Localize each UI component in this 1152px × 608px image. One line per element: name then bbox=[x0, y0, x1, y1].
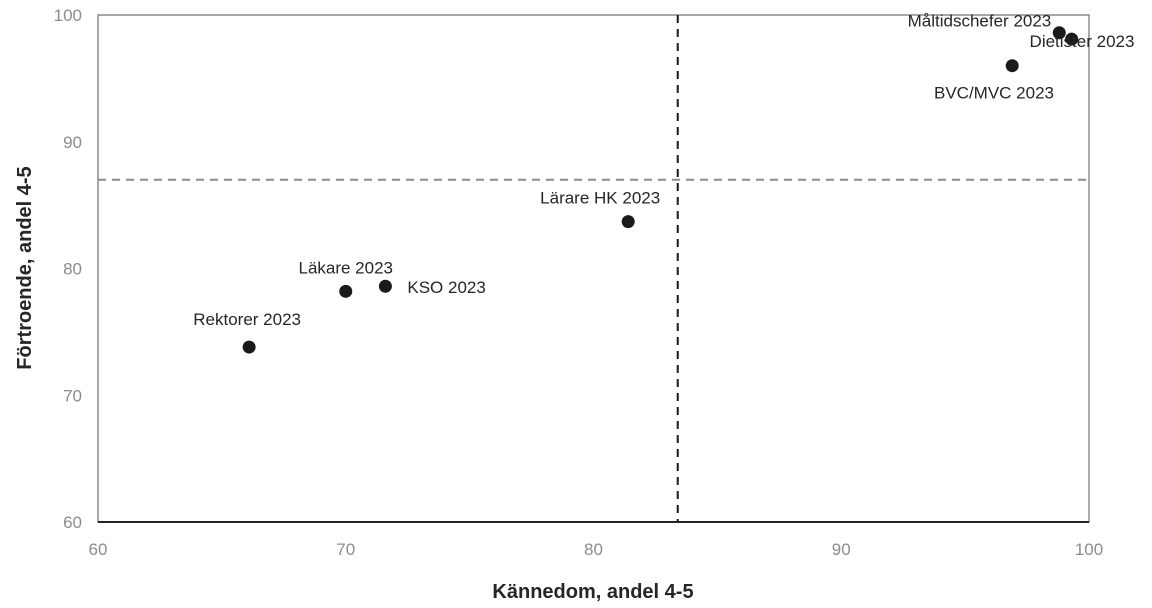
x-tick-label: 60 bbox=[89, 540, 108, 559]
data-point bbox=[1065, 32, 1079, 46]
x-tick-labels: 60 70 80 90 100 bbox=[89, 540, 1104, 559]
data-points bbox=[242, 26, 1079, 354]
y-tick-label: 100 bbox=[54, 6, 82, 25]
y-tick-label: 70 bbox=[63, 386, 82, 405]
data-point bbox=[621, 215, 635, 229]
data-point bbox=[1005, 59, 1019, 73]
point-label: Läkare 2023 bbox=[298, 258, 393, 277]
x-tick-label: 90 bbox=[832, 540, 851, 559]
y-tick-label: 90 bbox=[63, 133, 82, 152]
data-point bbox=[242, 340, 256, 354]
point-label: Lärare HK 2023 bbox=[540, 189, 660, 208]
y-tick-label: 80 bbox=[63, 260, 82, 279]
y-tick-label: 60 bbox=[63, 513, 82, 532]
x-tick-label: 80 bbox=[584, 540, 603, 559]
x-tick-label: 100 bbox=[1075, 540, 1103, 559]
point-label: KSO 2023 bbox=[407, 278, 485, 297]
y-axis-title: Förtroende, andel 4-5 bbox=[14, 166, 36, 369]
data-point bbox=[1052, 26, 1066, 40]
point-label: Dietister 2023 bbox=[1030, 32, 1135, 51]
y-tick-labels: 60 70 80 90 100 bbox=[54, 6, 82, 532]
point-label: BVC/MVC 2023 bbox=[934, 84, 1054, 103]
data-point bbox=[339, 284, 353, 298]
x-axis-title: Kännedom, andel 4-5 bbox=[492, 581, 693, 603]
point-label: Måltidschefer 2023 bbox=[908, 12, 1052, 31]
point-label: Rektorer 2023 bbox=[193, 310, 301, 329]
x-tick-label: 70 bbox=[336, 540, 355, 559]
data-point bbox=[378, 279, 392, 293]
